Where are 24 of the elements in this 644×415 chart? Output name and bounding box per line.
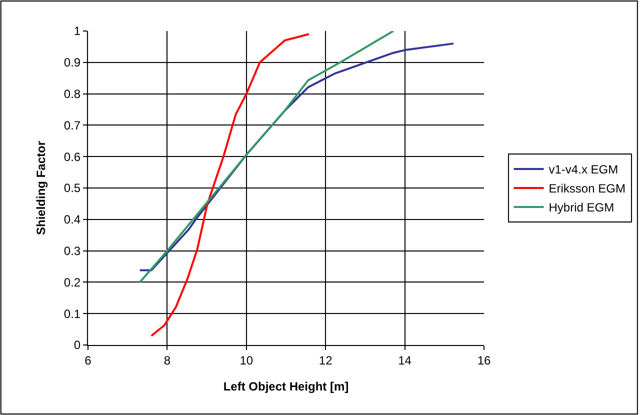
y-tick-label: 0.6 xyxy=(64,150,81,164)
y-tick-label: 0 xyxy=(74,338,81,352)
y-tick-label: 0.4 xyxy=(64,212,81,227)
y-tick-label: 0.9 xyxy=(64,56,81,70)
line-series xyxy=(150,33,310,337)
x-tick-label: 8 xyxy=(164,353,171,368)
line-series xyxy=(138,31,394,284)
y-tick-label: 0.5 xyxy=(64,181,81,196)
y-tick-label: 0.3 xyxy=(64,244,81,258)
y-axis-title: Shielding Factor xyxy=(34,140,48,236)
y-tick-label: 1 xyxy=(74,24,81,38)
y-tick-label: 0.1 xyxy=(64,306,81,321)
y-tick-label: 0.2 xyxy=(64,275,81,290)
legend-label: Hybrid EGM xyxy=(548,200,614,215)
x-tick-label: 14 xyxy=(398,353,412,368)
x-tick-label: 12 xyxy=(318,353,333,368)
legend-label: Eriksson EGM xyxy=(548,182,626,196)
y-tick-label: 0.7 xyxy=(64,118,81,132)
x-tick-label: 16 xyxy=(477,353,491,368)
y-tick-label: 0.8 xyxy=(64,87,81,101)
legend-label: v1-v4.x EGM xyxy=(548,162,618,177)
x-axis-title: Left Object Height [m] xyxy=(223,379,349,394)
x-tick-label: 6 xyxy=(84,353,92,368)
x-tick-label: 10 xyxy=(240,353,254,368)
